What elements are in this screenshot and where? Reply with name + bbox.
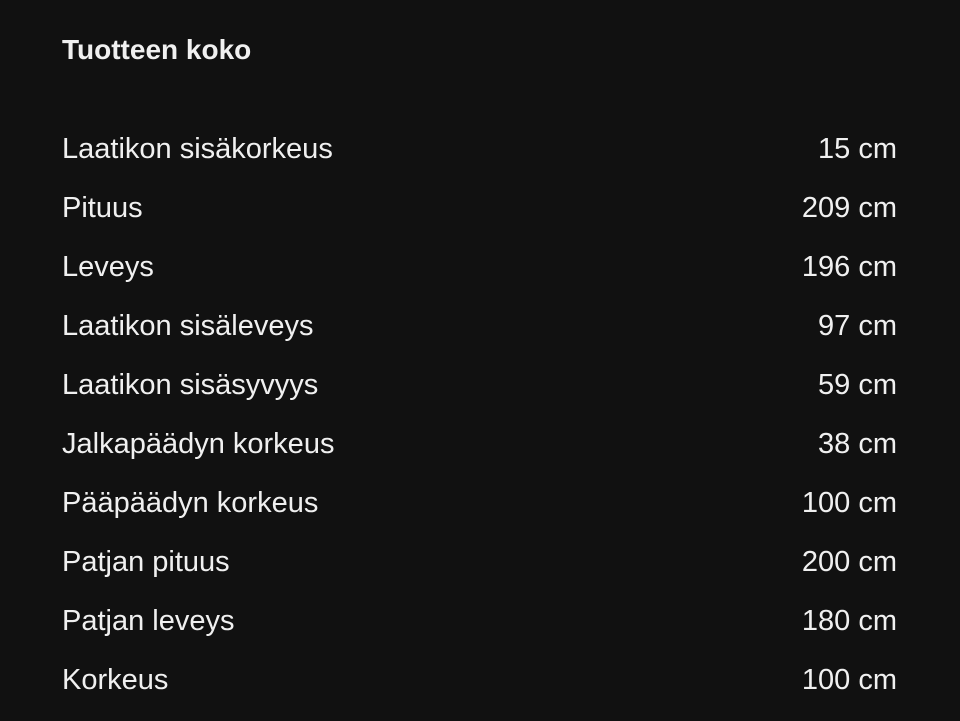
- dimension-row: Laatikon sisäsyvyys 59 cm: [62, 355, 897, 414]
- dimension-value: 209 cm: [801, 191, 897, 224]
- dimension-label: Laatikon sisäsyvyys: [62, 368, 319, 401]
- dimension-row: Patjan leveys 180 cm: [62, 591, 897, 650]
- dimension-label: Laatikon sisäleveys: [62, 309, 314, 342]
- dimension-value: 196 cm: [801, 250, 897, 283]
- dimension-label: Jalkapäädyn korkeus: [62, 427, 335, 460]
- dimension-row: Leveys 196 cm: [62, 237, 897, 296]
- dimension-label: Laatikon sisäkorkeus: [62, 132, 333, 165]
- dimension-row: Korkeus 100 cm: [62, 650, 897, 709]
- dimension-value: 180 cm: [801, 604, 897, 637]
- dimension-label: Pääpäädyn korkeus: [62, 486, 319, 519]
- dimension-label: Korkeus: [62, 663, 169, 696]
- dimension-row: Laatikon sisäkorkeus 15 cm: [62, 119, 897, 178]
- dimension-label: Patjan leveys: [62, 604, 235, 637]
- dimension-value: 59 cm: [818, 368, 897, 401]
- dimension-row: Laatikon sisäleveys 97 cm: [62, 296, 897, 355]
- dimension-value: 97 cm: [818, 309, 897, 342]
- dimension-label: Leveys: [62, 250, 154, 283]
- dimension-label: Pituus: [62, 191, 143, 224]
- dimension-value: 15 cm: [818, 132, 897, 165]
- dimensions-list: Laatikon sisäkorkeus 15 cm Pituus 209 cm Lev…: [62, 119, 897, 709]
- dimension-value: 100 cm: [801, 486, 897, 519]
- dimension-row: Pituus 209 cm: [62, 178, 897, 237]
- dimension-value: 38 cm: [818, 427, 897, 460]
- dimension-row: Pääpäädyn korkeus 100 cm: [62, 473, 897, 532]
- dimension-value: 200 cm: [801, 545, 897, 578]
- section-title: Tuotteen koko: [62, 34, 252, 65]
- dimension-label: Patjan pituus: [62, 545, 230, 578]
- dimension-row: Patjan pituus 200 cm: [62, 532, 897, 591]
- dimension-value: 100 cm: [801, 663, 897, 696]
- dimension-row: Jalkapäädyn korkeus 38 cm: [62, 414, 897, 473]
